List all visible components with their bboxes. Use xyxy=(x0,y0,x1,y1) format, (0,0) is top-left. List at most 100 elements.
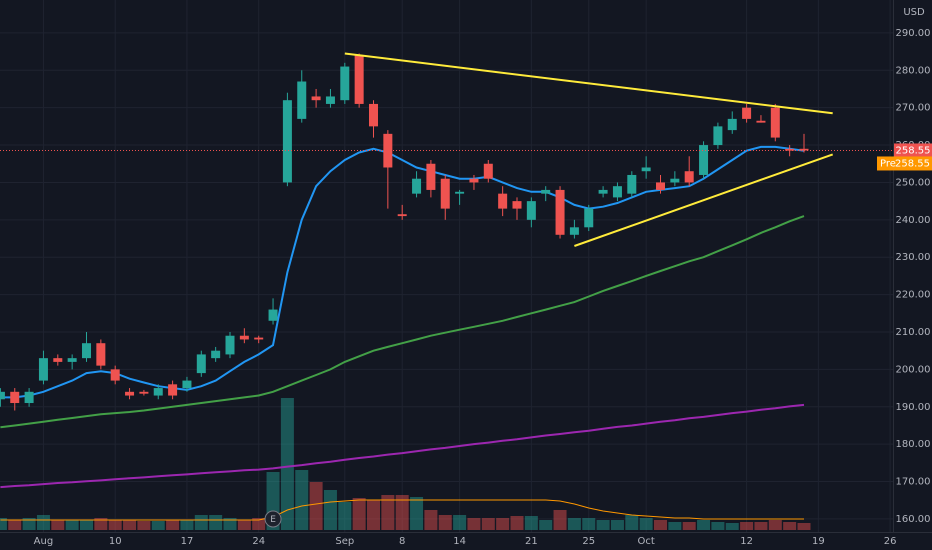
volume-bar xyxy=(639,518,653,530)
volume-bar xyxy=(223,518,237,530)
candle-body xyxy=(0,391,5,400)
candle-body xyxy=(412,178,422,194)
volume-bar xyxy=(467,518,481,530)
candle-body xyxy=(38,358,48,381)
candle-body xyxy=(96,343,106,366)
y-tick-label: 230.00 xyxy=(896,252,931,263)
volume-bar xyxy=(194,515,208,530)
y-tick-label: 280.00 xyxy=(896,65,931,76)
candle-body xyxy=(239,335,249,340)
moving-average-line xyxy=(0,403,805,489)
y-tick-label: 180.00 xyxy=(896,439,931,450)
candle-body xyxy=(699,145,709,175)
moving-average-line xyxy=(0,215,805,429)
volume-bar xyxy=(338,502,352,530)
volume-bar xyxy=(768,520,782,530)
volume-bar xyxy=(367,500,380,530)
volume-bar xyxy=(510,516,524,530)
y-tick-label: 290.00 xyxy=(896,28,931,39)
x-tick-label: 14 xyxy=(453,536,466,547)
candles xyxy=(0,53,809,411)
volume-bar xyxy=(151,521,165,530)
candle-body xyxy=(254,337,264,340)
y-tick-label: 200.00 xyxy=(896,364,931,375)
candle-body xyxy=(469,178,479,183)
candle-body xyxy=(182,380,192,389)
y-tick-label: 170.00 xyxy=(896,477,931,488)
x-tick-label: 8 xyxy=(399,536,405,547)
y-tick-label: 160.00 xyxy=(896,514,931,525)
candle-body xyxy=(799,148,809,151)
volume-bar xyxy=(137,521,151,530)
earnings-label: E xyxy=(270,515,276,525)
candle-body xyxy=(67,358,77,362)
volume-bar xyxy=(395,495,409,530)
candle-body xyxy=(656,182,665,190)
volume-bar xyxy=(438,515,452,530)
volume-bar xyxy=(567,518,581,530)
candle-body xyxy=(196,354,206,374)
volume-bar xyxy=(582,518,596,530)
candle-body xyxy=(53,358,63,362)
x-tick-label: 17 xyxy=(181,536,194,547)
volume-bar xyxy=(65,520,79,530)
candle-body xyxy=(426,163,436,190)
candle-body xyxy=(526,201,536,220)
volume-ma-line xyxy=(0,499,804,521)
y-tick-label: 250.00 xyxy=(896,177,931,188)
volume-bar xyxy=(166,520,180,530)
candle-body xyxy=(684,171,694,183)
volume-bar xyxy=(725,523,739,530)
volume-bar xyxy=(237,520,251,530)
volume-bar xyxy=(108,520,122,530)
candle-body xyxy=(483,163,493,179)
volume-bar xyxy=(51,520,65,530)
x-tick-label: 10 xyxy=(109,536,122,547)
candle-body xyxy=(670,178,680,183)
pre-price-label: 258.55 xyxy=(895,158,930,169)
volume-bar xyxy=(553,510,567,530)
candle-body xyxy=(340,66,350,101)
y-tick-label: 240.00 xyxy=(896,215,931,226)
volume-bar xyxy=(596,520,610,530)
volume-bar xyxy=(783,522,797,530)
volume-bar xyxy=(740,522,754,530)
x-tick-label: 21 xyxy=(525,536,538,547)
candle-body xyxy=(139,391,149,394)
candle-body xyxy=(713,126,723,146)
volume-bar xyxy=(496,518,510,530)
x-tick-label: Sep xyxy=(335,536,354,547)
candle-body xyxy=(110,369,120,381)
volume-bar xyxy=(252,518,266,530)
currency-label: USD xyxy=(903,7,925,18)
candle-body xyxy=(440,178,450,209)
candle-body xyxy=(785,148,795,151)
candle-body xyxy=(742,107,752,119)
candle-body xyxy=(584,208,594,228)
candle-body xyxy=(541,189,551,194)
candle-body xyxy=(641,167,651,172)
x-tick-label: Oct xyxy=(638,536,655,547)
trend-line xyxy=(574,153,834,247)
volume-bar xyxy=(295,470,309,530)
candle-body xyxy=(369,103,378,127)
candle-body xyxy=(598,189,608,194)
x-tick-label: 26 xyxy=(884,536,897,547)
candle-body xyxy=(498,193,508,209)
candle-body xyxy=(727,118,737,131)
candle-body xyxy=(153,388,163,396)
candle-body xyxy=(569,227,579,235)
candle-body xyxy=(24,391,34,404)
candle-body xyxy=(282,100,292,183)
candle-body xyxy=(211,350,221,359)
volume-bar xyxy=(668,522,682,530)
candle-body xyxy=(770,107,780,138)
volume-bar xyxy=(754,522,768,530)
volume-bar xyxy=(453,515,467,530)
candle-body xyxy=(268,309,278,321)
volume-bar xyxy=(309,482,323,530)
y-tick-label: 190.00 xyxy=(896,402,931,413)
volume-bar xyxy=(180,520,194,530)
